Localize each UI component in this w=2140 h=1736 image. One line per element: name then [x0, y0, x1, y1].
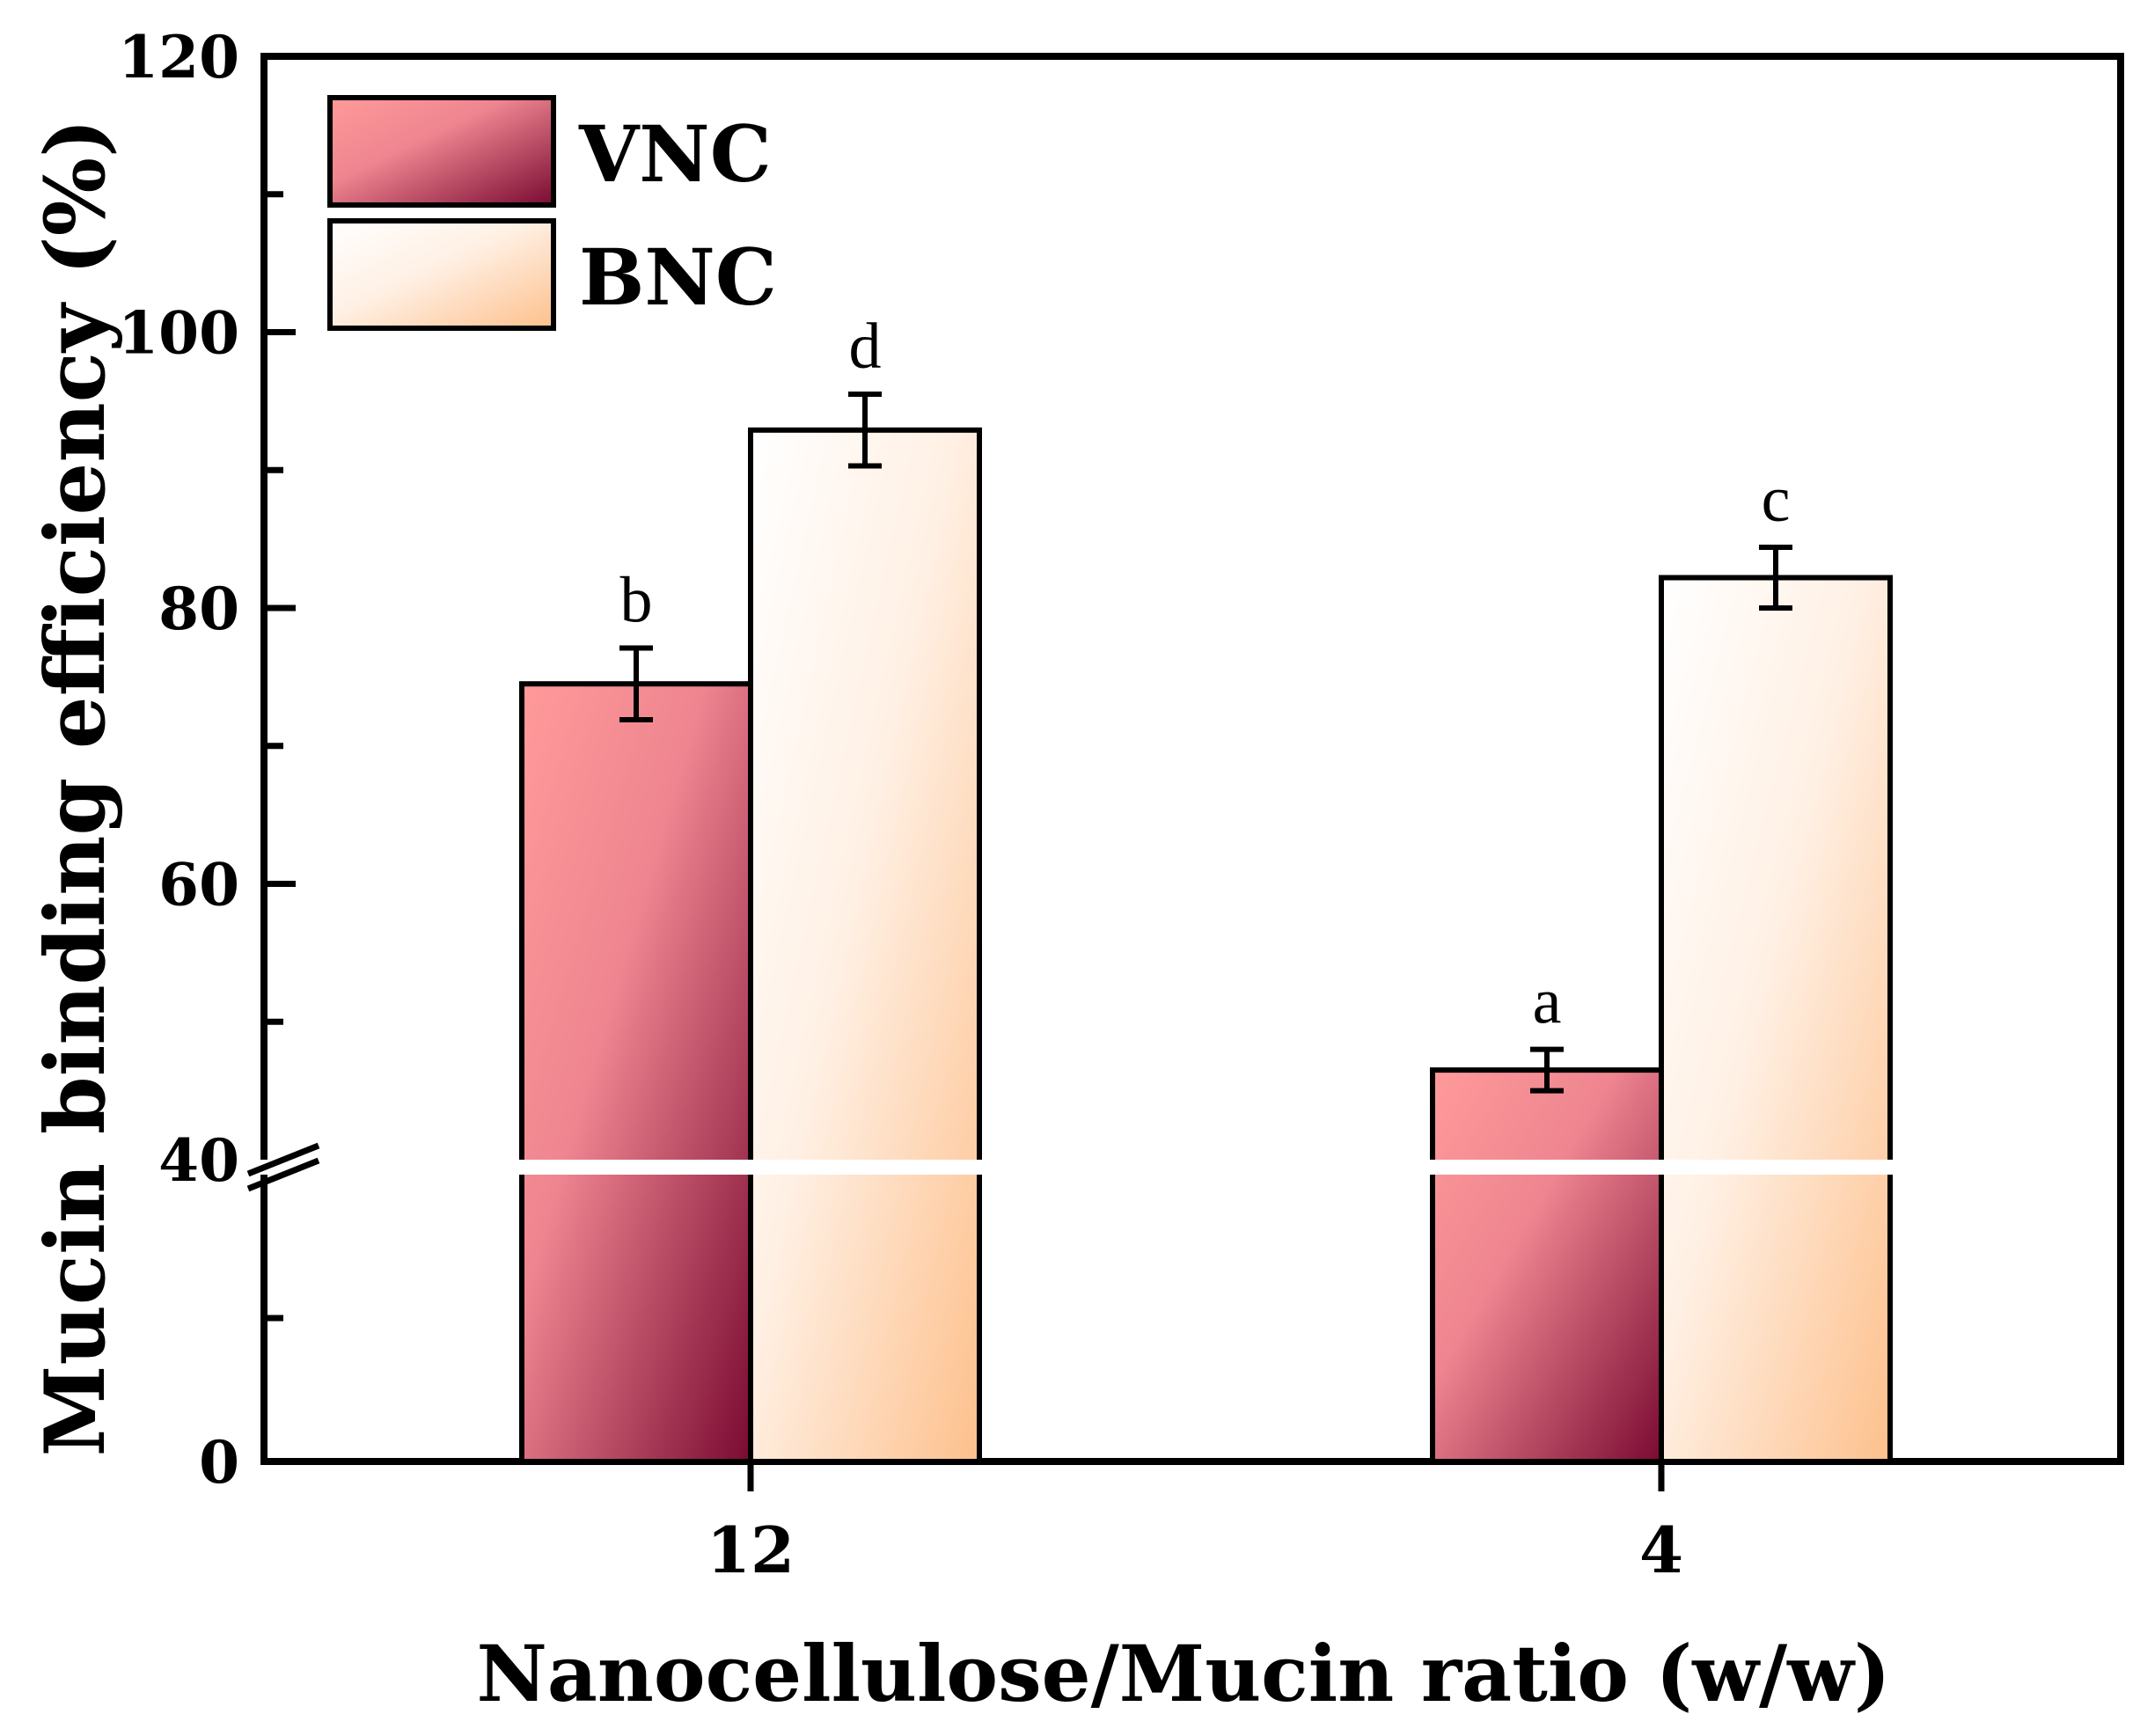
significance-letter-vnc-12: b	[620, 564, 653, 636]
y-axis-title: Mucin binding efficiency (%)	[27, 118, 124, 1456]
significance-letter-bnc-4: c	[1762, 464, 1791, 536]
x-tick-label-12: 12	[707, 1513, 795, 1587]
bar-bnc-12	[748, 427, 982, 1465]
x-axis-title: Nanocellulose/Mucin ratio (w/w)	[476, 1628, 1890, 1719]
bar-vnc-4	[1430, 1067, 1664, 1465]
plot-frame	[260, 53, 2124, 1465]
axis-break	[246, 1142, 2117, 1192]
error-bar-vnc-12	[619, 645, 653, 722]
legend-label-bnc: BNC	[579, 231, 777, 323]
y-tick-label-100: 100	[118, 299, 239, 368]
bar-bnc-4	[1659, 575, 1893, 1464]
y-tick-label-40: 40	[158, 1126, 239, 1195]
significance-letter-bnc-12: d	[849, 311, 882, 383]
y-axis-ticks: 0 40 60 80 100 120	[118, 23, 296, 1497]
y-tick-label-0: 0	[199, 1428, 239, 1497]
error-bar-bnc-12	[848, 392, 882, 469]
bar-vnc-12	[519, 681, 753, 1464]
break-gap	[273, 1160, 2117, 1175]
legend-label-vnc: VNC	[578, 108, 772, 200]
legend-swatch-vnc	[327, 95, 556, 208]
y-tick-label-80: 80	[158, 575, 239, 643]
legend-swatch-bnc	[327, 218, 556, 331]
x-tick-label-4: 4	[1639, 1513, 1683, 1587]
significance-letter-vnc-4: a	[1533, 966, 1562, 1038]
error-bars-layer: b d a c	[619, 311, 1792, 1094]
break-mark-lower	[246, 1157, 320, 1192]
x-axis-ticks: 12 4	[707, 1461, 1683, 1587]
break-mark-upper	[246, 1142, 320, 1177]
y-tick-label-60: 60	[158, 851, 239, 919]
y-tick-label-120: 120	[118, 23, 239, 92]
error-bar-vnc-4	[1530, 1046, 1564, 1094]
error-bar-bnc-4	[1759, 545, 1792, 611]
bars-layer	[519, 427, 1893, 1465]
legend: VNC BNC	[327, 95, 777, 331]
